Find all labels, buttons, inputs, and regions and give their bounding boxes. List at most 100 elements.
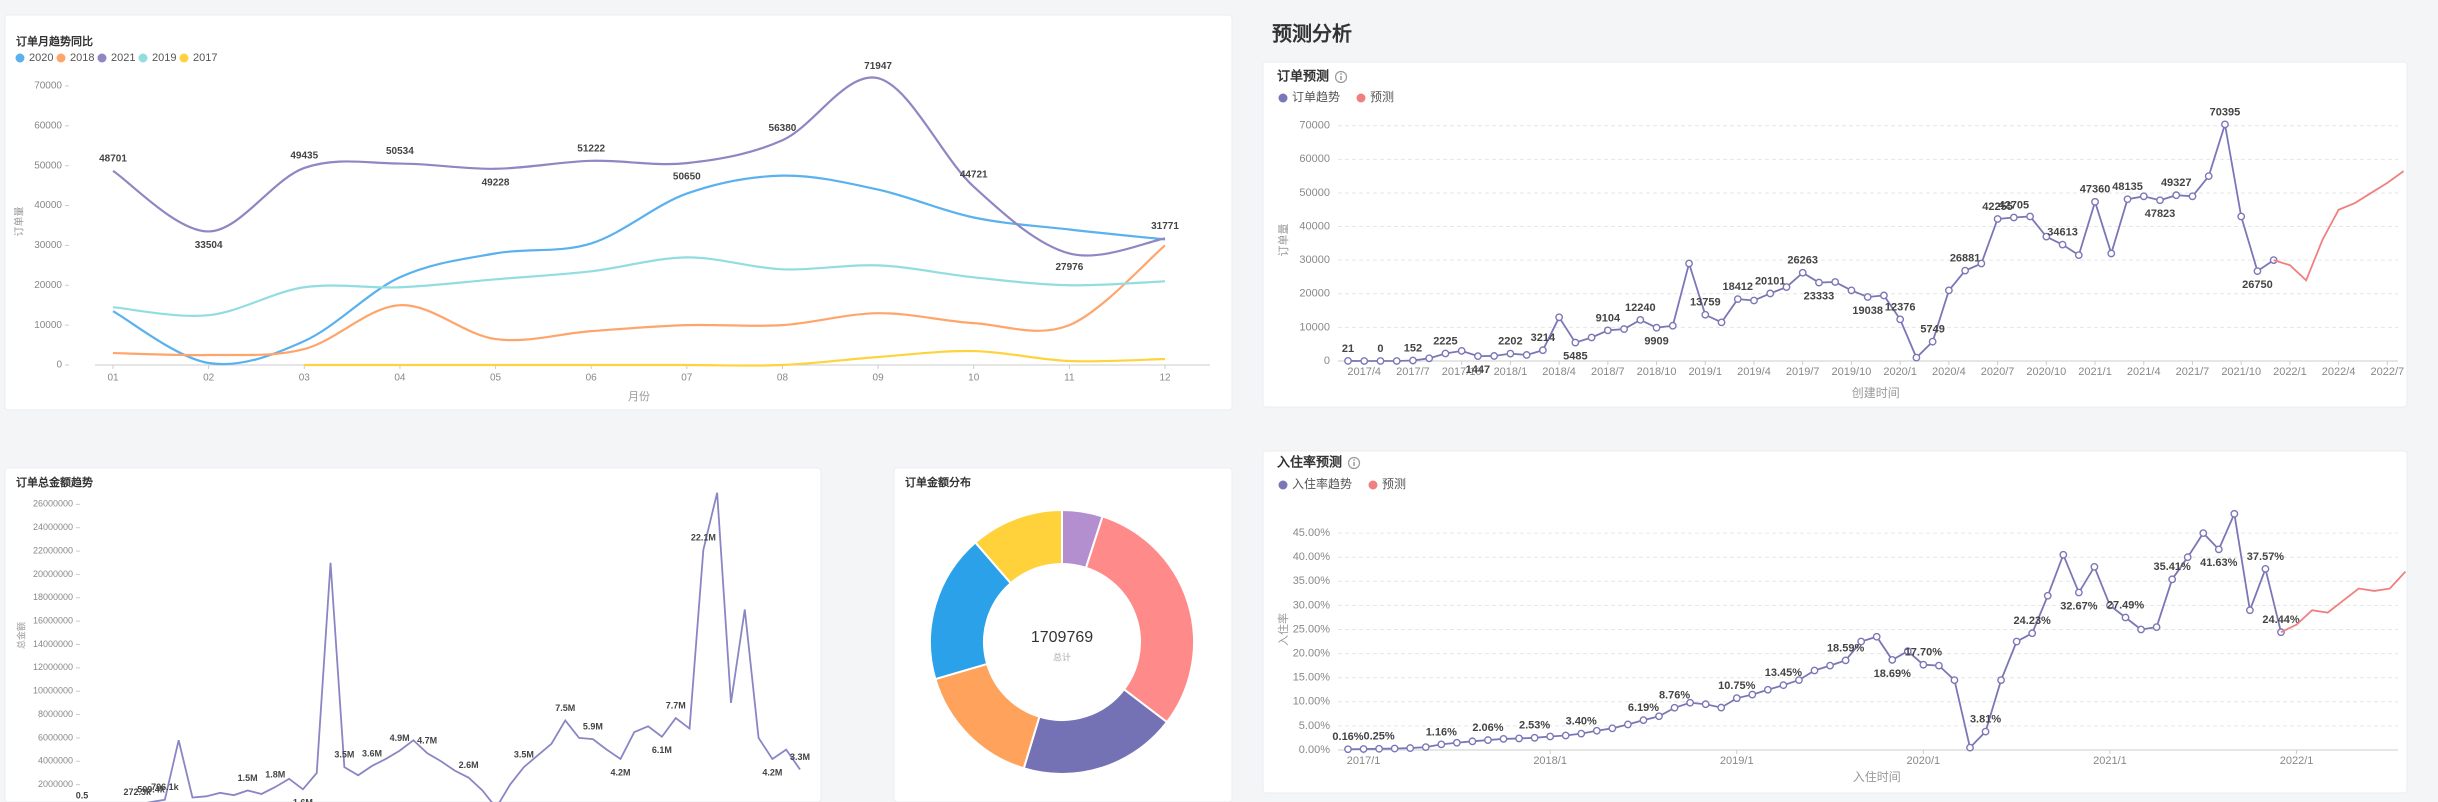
data-label: 13759: [1690, 297, 1721, 309]
series-line: [112, 76, 1166, 257]
point: [2245, 606, 2254, 615]
data-label: 1.16%: [1426, 726, 1457, 738]
data-label: 3.6M: [362, 748, 382, 758]
point: [2188, 192, 2197, 201]
point: [1935, 661, 1943, 670]
legend-label: 预测: [1382, 477, 1406, 491]
data-label: 3.5M: [514, 750, 534, 760]
y-tick-label: 25.00%: [1293, 623, 1331, 635]
point: [2152, 623, 2161, 631]
y-axis-label: 订单量: [1277, 224, 1290, 257]
point: [1392, 357, 1401, 365]
y-tick-label: 45.00%: [1293, 527, 1331, 539]
data-label: 0.16%: [1332, 731, 1363, 743]
point: [1538, 346, 1547, 355]
info-icon: [1334, 70, 1348, 84]
x-tick-label: 2018/1: [1494, 366, 1528, 378]
data-label: 18412: [1722, 281, 1753, 293]
data-label: 9909: [1644, 336, 1668, 348]
point: [1766, 289, 1775, 298]
chart-title: 订单总金额趋势: [16, 475, 93, 489]
data-label: 509.4k: [137, 784, 166, 794]
point: [2107, 249, 2116, 258]
data-label: 6.1M: [652, 745, 672, 755]
x-tick-label: 2019/1: [1720, 755, 1754, 767]
point: [1490, 352, 1499, 360]
x-tick-label: 2018/7: [1591, 366, 1625, 378]
point: [1961, 266, 1970, 275]
data-label: 4.7M: [417, 735, 437, 745]
point: [2074, 588, 2083, 597]
x-tick-label: 2017/7: [1396, 366, 1430, 378]
x-axis-label: 创建时间: [1852, 386, 1900, 400]
data-label: 47823: [2145, 208, 2176, 220]
point: [1831, 278, 1840, 286]
point: [1376, 357, 1385, 365]
data-label: 152: [1404, 342, 1422, 354]
point: [1555, 313, 1564, 322]
info-icon-dot: [1353, 459, 1355, 461]
point: [2121, 613, 2130, 622]
legend-marker: [1356, 93, 1366, 103]
y-tick-label: 70000: [1299, 120, 1330, 132]
donut-caption: 总计: [1053, 651, 1071, 662]
data-label: 1.5M: [238, 773, 258, 783]
point: [1561, 731, 1570, 740]
data-label: 2202: [1498, 336, 1522, 348]
data-label: 21: [1342, 343, 1354, 355]
point: [2253, 267, 2262, 275]
point: [1880, 291, 1888, 300]
point: [1608, 724, 1617, 733]
y-tick-label: 6000000: [38, 732, 73, 742]
data-label: 18.69%: [1874, 668, 1912, 680]
data-label: 48701: [99, 154, 127, 165]
x-tick-label: 10: [968, 373, 980, 384]
data-label: 7.5M: [555, 703, 575, 713]
y-axis-label: 订单量: [14, 207, 26, 237]
point: [2042, 232, 2051, 241]
point: [2058, 240, 2067, 249]
point: [1571, 338, 1580, 347]
series-line: [146, 492, 801, 802]
data-label: 26881: [1950, 253, 1981, 265]
data-label: 42705: [1999, 199, 2030, 211]
data-label: 12376: [1885, 301, 1916, 313]
point: [1360, 357, 1369, 365]
x-tick-label: 08: [777, 373, 789, 384]
x-tick-label: 2020/10: [2026, 366, 2066, 378]
point: [1375, 744, 1384, 753]
x-tick-label: 2021/10: [2221, 366, 2261, 378]
point: [2156, 196, 2164, 205]
point: [1981, 727, 1990, 736]
data-label: 34613: [2047, 227, 2078, 239]
point: [1872, 632, 1881, 641]
point: [1779, 681, 1788, 690]
y-tick-label: 60000: [1299, 153, 1330, 165]
point: [1782, 283, 1791, 291]
y-axis-label: 入住率: [1276, 613, 1290, 646]
x-tick-label: 2022/1: [2273, 366, 2307, 378]
data-label: 3214: [1531, 332, 1556, 344]
point: [1474, 352, 1482, 361]
data-label: 272.3k: [123, 787, 152, 797]
data-label: 27.49%: [2107, 599, 2145, 611]
point: [1522, 351, 1531, 359]
point: [1763, 685, 1772, 694]
point: [1815, 278, 1823, 287]
data-label: 26263: [1787, 255, 1818, 267]
x-tick-label: 06: [586, 373, 598, 384]
x-tick-label: 01: [107, 373, 119, 384]
point: [1750, 296, 1758, 305]
data-label: 35.41%: [2153, 561, 2191, 573]
x-tick-label: 2018/1: [1533, 755, 1567, 767]
data-label: 8.76%: [1659, 690, 1690, 702]
data-label: 48135: [2112, 181, 2143, 193]
legend-label: 2019: [152, 52, 176, 64]
series-line: [2280, 571, 2407, 634]
data-label: 56380: [769, 123, 797, 134]
point: [1903, 647, 1912, 656]
data-label: 1.6M: [293, 798, 313, 802]
point: [1530, 733, 1539, 742]
y-tick-label: 8000000: [38, 709, 73, 719]
data-label: 17.70%: [1905, 647, 1943, 659]
